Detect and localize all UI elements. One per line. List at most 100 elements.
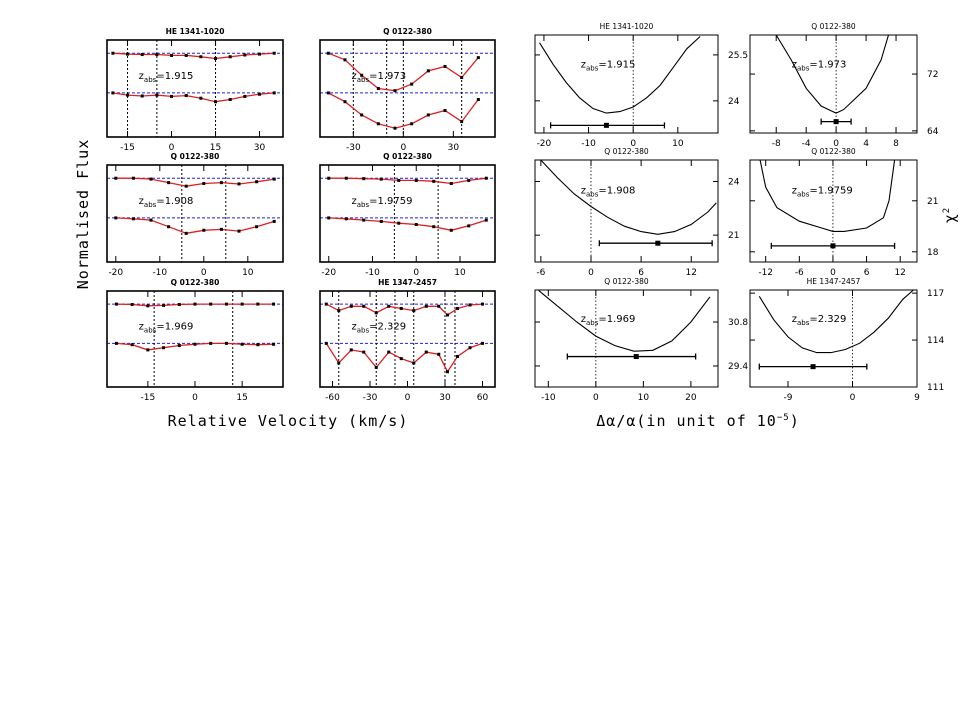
label-part: 2 — [942, 207, 952, 213]
panel-title: Q 0122-380 — [811, 22, 856, 31]
data-point — [349, 304, 353, 308]
data-point — [255, 225, 259, 229]
y-axis-label: χ2 — [941, 207, 959, 223]
data-point — [426, 69, 430, 73]
annotation-part: =1.9759 — [809, 186, 852, 197]
x-tick-label: 10 — [242, 268, 254, 278]
annotation-part: z — [139, 321, 144, 332]
annotation: zabs=1.908 — [139, 196, 194, 209]
data-point — [131, 176, 135, 180]
data-point — [258, 92, 262, 96]
data-point — [114, 176, 118, 180]
data-point — [412, 361, 416, 365]
annotation-part: =1.973 — [809, 59, 846, 70]
x-tick-label: -20 — [321, 268, 336, 278]
data-point — [272, 219, 276, 223]
data-point — [412, 309, 416, 313]
panel-title: HE 1347-2457 — [807, 277, 861, 286]
data-point — [362, 350, 366, 354]
data-point — [146, 348, 150, 352]
data-point — [214, 100, 218, 104]
data-point — [209, 302, 213, 306]
data-point — [343, 100, 347, 104]
fit-line — [328, 217, 487, 231]
x-tick-label: -6 — [536, 268, 545, 278]
fit-line — [327, 92, 479, 129]
data-point — [256, 302, 260, 306]
chi2-curve — [540, 159, 717, 235]
data-point — [170, 53, 174, 57]
x-tick-label: 4 — [863, 139, 869, 149]
data-point — [449, 182, 453, 186]
x-tick-label: -9 — [783, 393, 792, 403]
data-point — [131, 217, 135, 221]
data-point — [337, 309, 341, 313]
data-point — [219, 181, 223, 185]
annotation-part: z — [352, 71, 357, 82]
annotation: zabs=1.915 — [139, 71, 194, 84]
annotation-part: z — [581, 59, 586, 70]
data-point — [199, 96, 203, 100]
chi2-curve — [538, 290, 711, 352]
data-point — [326, 91, 330, 95]
x-axis-label: Relative Velocity (km/s) — [168, 412, 409, 430]
data-point — [149, 218, 153, 222]
panel-frame — [319, 164, 496, 263]
x-tick-label: 0 — [405, 393, 411, 403]
best-fit-point — [655, 240, 661, 246]
fit-line — [115, 177, 275, 187]
annotation-part: =1.9759 — [369, 196, 412, 207]
x-tick-label: -10 — [152, 268, 167, 278]
data-point — [446, 313, 449, 317]
data-point — [397, 178, 401, 182]
annotation-part: z — [792, 314, 797, 325]
data-point — [149, 177, 153, 181]
label-part: ) — [790, 412, 800, 430]
data-point — [114, 216, 118, 220]
x-tick-label: 0 — [630, 139, 636, 149]
panel-title: Q 0122-380 — [811, 147, 856, 156]
x-tick-label: -10 — [365, 268, 380, 278]
data-point — [460, 120, 464, 124]
panel-title: Q 0122-380 — [383, 27, 432, 36]
x-tick-label: 0 — [400, 143, 406, 153]
data-point — [255, 180, 259, 184]
fit-line — [112, 52, 275, 60]
annotation: zabs=2.329 — [792, 314, 847, 327]
x-tick-label: 30 — [439, 393, 451, 403]
y-tick-label: 21 — [927, 197, 938, 207]
x-tick-label: 10 — [454, 268, 466, 278]
y-tick-label: 21 — [728, 231, 739, 241]
x-tick-label: 30 — [448, 143, 460, 153]
x-tick-label: 6 — [864, 268, 870, 278]
data-point — [240, 302, 244, 306]
panel-title: Q 0122-380 — [604, 147, 649, 156]
chi2-curve — [758, 289, 914, 354]
x-tick-label: -15 — [141, 393, 156, 403]
data-point — [456, 306, 459, 310]
x-tick-label: -8 — [772, 139, 781, 149]
x-tick-label: 0 — [850, 393, 856, 403]
data-point — [237, 229, 241, 233]
data-point — [209, 341, 213, 345]
x-tick-label: 30 — [254, 143, 266, 153]
data-point — [443, 64, 447, 68]
y-tick-label: 114 — [927, 336, 944, 346]
data-point — [202, 182, 206, 186]
data-point — [424, 304, 428, 308]
data-point — [327, 176, 331, 180]
data-point — [344, 176, 348, 180]
x-tick-label: -60 — [325, 393, 340, 403]
data-point — [343, 58, 347, 62]
data-point — [162, 303, 166, 307]
data-point — [224, 302, 228, 306]
data-point — [219, 227, 223, 231]
data-point — [184, 231, 188, 235]
fit-line — [325, 342, 483, 373]
data-point — [362, 304, 366, 308]
panel-title: Q 0122-380 — [383, 152, 432, 161]
panel-frame — [534, 289, 719, 388]
x-tick-label: 0 — [830, 268, 836, 278]
panel-frame — [106, 290, 284, 388]
x-tick-label: -30 — [346, 143, 361, 153]
